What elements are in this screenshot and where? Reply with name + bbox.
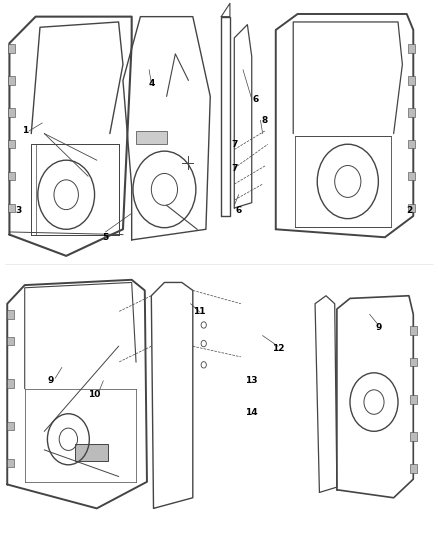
Bar [410,326,417,335]
Bar [8,140,15,149]
Text: 6: 6 [236,206,242,215]
Text: 13: 13 [245,376,258,385]
Bar [7,310,14,319]
Bar [408,76,415,85]
Bar [8,172,15,180]
Bar [408,204,415,212]
Bar [408,108,415,117]
Bar [8,44,15,53]
Bar [7,459,14,467]
Bar [410,358,417,367]
Text: 2: 2 [406,206,412,215]
Text: 4: 4 [148,78,155,87]
Bar [408,172,415,180]
Bar [7,379,14,387]
Text: 11: 11 [193,307,205,316]
Bar [410,432,417,441]
Text: 9: 9 [48,376,54,385]
Text: 1: 1 [21,126,28,135]
Bar [408,140,415,149]
Bar [7,337,14,345]
Text: 9: 9 [375,323,381,332]
Text: 7: 7 [231,164,237,173]
Circle shape [201,341,206,347]
Text: 12: 12 [272,344,284,353]
Bar [410,464,417,473]
Bar [7,422,14,430]
Text: 7: 7 [231,140,237,149]
Bar [8,204,15,212]
Text: 10: 10 [88,390,101,399]
Circle shape [201,322,206,328]
Bar [408,44,415,53]
Bar [8,76,15,85]
Circle shape [201,362,206,368]
Text: 14: 14 [245,408,258,417]
Text: 3: 3 [15,206,21,215]
Bar [8,108,15,117]
Bar [136,131,166,144]
Text: 6: 6 [253,94,259,103]
Text: 8: 8 [262,116,268,125]
Text: 5: 5 [102,233,109,242]
Bar [75,443,108,461]
Bar [410,395,417,403]
